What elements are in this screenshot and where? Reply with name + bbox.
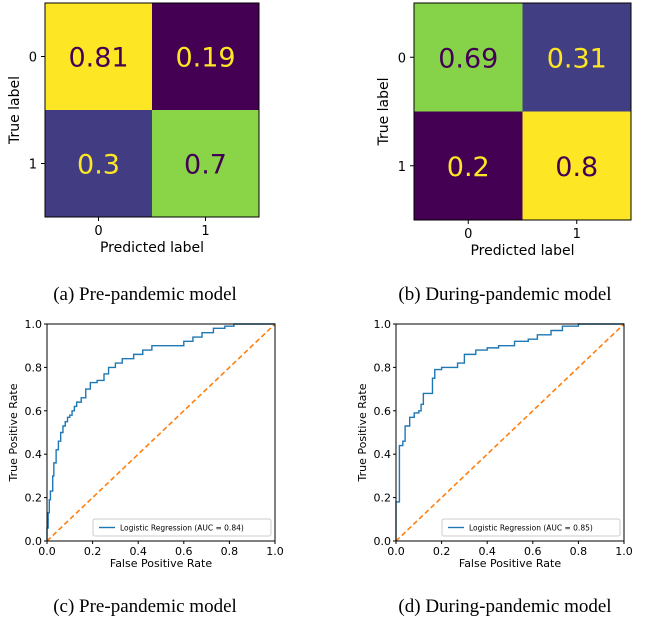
x-tick-label: 0 xyxy=(94,224,102,239)
x-axis-label: Predicted label xyxy=(100,240,204,256)
subfigure-caption: (b) During-pandemic model xyxy=(398,284,611,305)
x-axis-label: Predicted label xyxy=(470,243,574,259)
y-tick-label: 0.2 xyxy=(374,492,392,505)
x-tick-label: 1.0 xyxy=(615,545,633,558)
x-tick-label: 1 xyxy=(201,224,209,239)
y-tick-label: 1.0 xyxy=(25,318,43,331)
y-tick-label: 0.6 xyxy=(25,405,43,418)
x-tick-label: 0.0 xyxy=(38,545,56,558)
heatmap-cell xyxy=(522,111,631,220)
y-axis-label: True label xyxy=(376,77,392,146)
x-tick-label: 0.4 xyxy=(478,545,496,558)
cell-value-label: 0.8 xyxy=(555,152,598,183)
x-tick-label: 0.0 xyxy=(387,545,405,558)
y-tick-label: 0 xyxy=(29,51,37,66)
y-tick-label: 0.8 xyxy=(25,361,43,374)
heatmap-frame xyxy=(44,2,260,218)
legend-label: Logistic Regression (AUC = 0.85) xyxy=(469,524,593,533)
x-axis-label: False Positive Rate xyxy=(459,557,561,570)
y-tick-label: 0.0 xyxy=(374,535,392,548)
subfigure-caption: (a) Pre-pandemic model xyxy=(53,284,237,305)
cell-value-label: 0.69 xyxy=(438,43,498,74)
x-axis-label: False Positive Rate xyxy=(110,557,212,570)
chance-diagonal-line xyxy=(395,323,625,542)
heatmap-cell xyxy=(45,110,152,217)
x-tick-label: 0.6 xyxy=(524,545,542,558)
x-tick-label: 0.6 xyxy=(175,545,193,558)
legend-box xyxy=(92,518,272,537)
plot-frame xyxy=(46,323,276,542)
roc-plot-1: 0.0 0.2 0.4 0.6 0.8 1.0 0.0 0.2 0.4 0.6 0.8 1.0 Fals… xyxy=(356,318,633,570)
plot-frame xyxy=(395,323,625,542)
heatmap-cell xyxy=(152,3,259,110)
heatmap-cell xyxy=(414,3,523,112)
y-tick-label: 0.0 xyxy=(25,535,43,548)
heatmap-cell xyxy=(414,111,523,220)
y-tick-label: 1.0 xyxy=(374,318,392,331)
heatmap-cell xyxy=(522,3,631,112)
heatmap-cell xyxy=(45,3,152,110)
x-tick-label: 1 xyxy=(573,227,581,242)
y-tick-label: 0.6 xyxy=(374,405,392,418)
y-tick-label: 1 xyxy=(398,160,406,175)
y-tick-label: 0.4 xyxy=(374,448,392,461)
x-tick-label: 0.2 xyxy=(433,545,451,558)
y-tick-label: 1 xyxy=(29,158,37,173)
subfigure-caption: (c) Pre-pandemic model xyxy=(53,596,237,617)
y-tick-label: 0.4 xyxy=(25,448,43,461)
legend-label: Logistic Regression (AUC = 0.84) xyxy=(120,524,244,533)
y-axis-label: True Positive Rate xyxy=(356,383,369,482)
x-tick-label: 0.4 xyxy=(129,545,147,558)
legend-box xyxy=(441,518,621,537)
y-axis-label: True label xyxy=(7,76,23,145)
x-tick-label: 1.0 xyxy=(266,545,284,558)
x-tick-label: 0 xyxy=(464,227,472,242)
cell-value-label: 0.19 xyxy=(175,43,235,74)
heatmap-cell xyxy=(152,110,259,217)
roc-plot-0: 0.0 0.2 0.4 0.6 0.8 1.0 0.0 0.2 0.4 0.6 0.8 1.0 Fals… xyxy=(7,318,284,570)
y-tick-label: 0.2 xyxy=(25,492,43,505)
x-tick-label: 0.2 xyxy=(84,545,102,558)
chance-diagonal-line xyxy=(46,323,276,542)
x-tick-label: 0.8 xyxy=(570,545,588,558)
y-tick-label: 0.8 xyxy=(374,361,392,374)
cell-value-label: 0.31 xyxy=(547,43,607,74)
cell-value-label: 0.81 xyxy=(68,43,128,74)
roc-curve-line xyxy=(395,323,624,541)
subfigure-caption: (d) During-pandemic model xyxy=(398,596,611,617)
y-tick-label: 0 xyxy=(398,51,406,66)
x-tick-label: 0.8 xyxy=(221,545,239,558)
cell-value-label: 0.7 xyxy=(184,150,227,181)
cell-value-label: 0.2 xyxy=(447,152,490,183)
cell-value-label: 0.3 xyxy=(77,150,120,181)
y-axis-label: True Positive Rate xyxy=(7,383,20,482)
heatmap-frame xyxy=(413,2,632,221)
roc-curve-line xyxy=(46,323,275,541)
